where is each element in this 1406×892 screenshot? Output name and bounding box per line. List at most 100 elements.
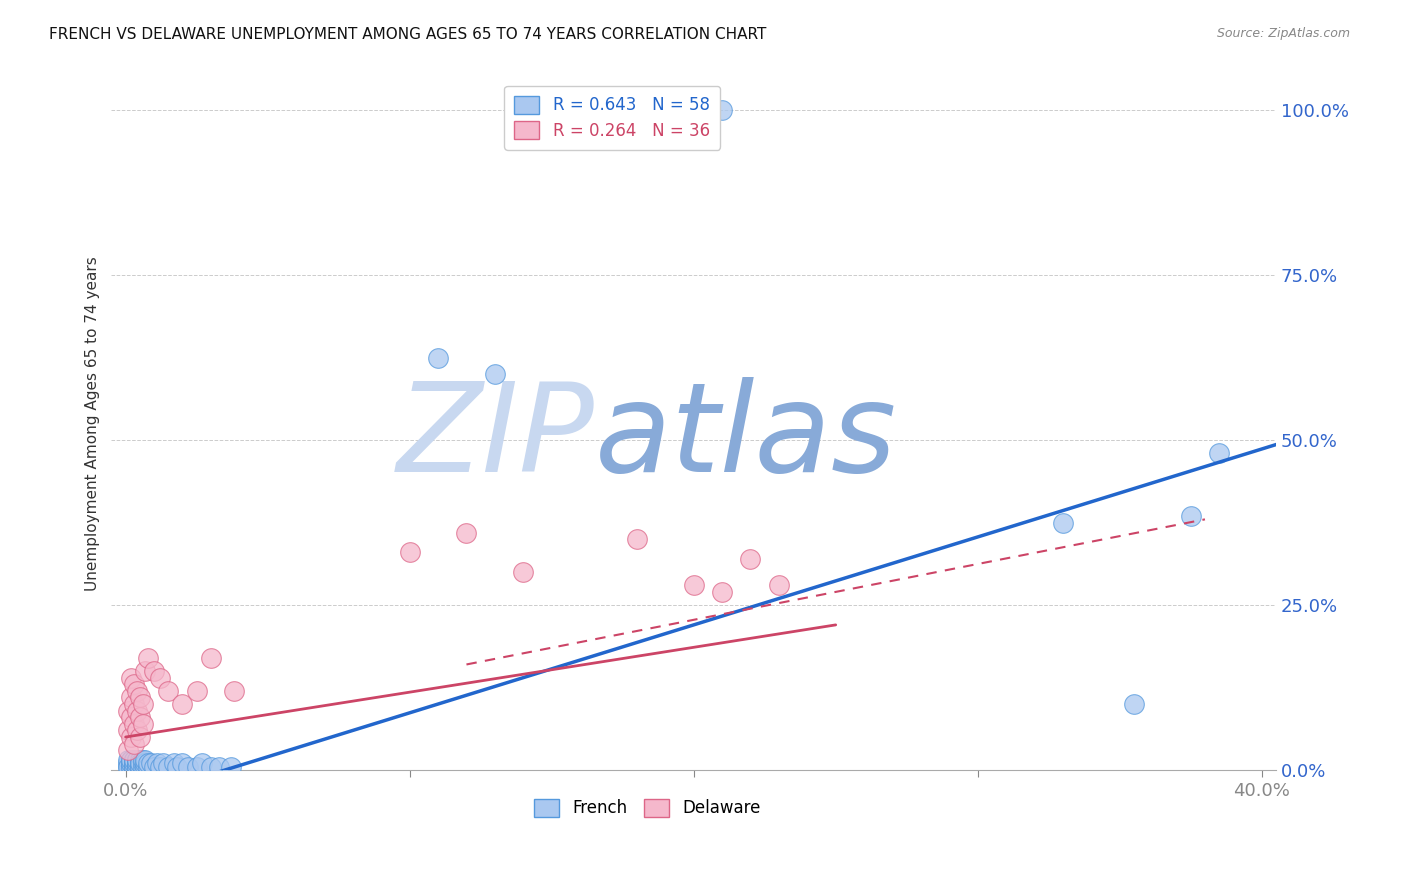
Text: ZIP: ZIP (396, 377, 595, 498)
Point (152, 756, 174, 771)
Point (131, 756, 153, 771)
Point (200, 760, 222, 774)
Point (122, 756, 145, 771)
Point (125, 760, 148, 774)
Text: Source: ZipAtlas.com: Source: ZipAtlas.com (1216, 27, 1350, 40)
Point (122, 716, 145, 731)
Point (208, 760, 231, 774)
Point (1208, 446, 1230, 460)
Point (117, 760, 139, 774)
Point (682, 578, 704, 592)
Point (131, 716, 153, 731)
Point (120, 756, 142, 771)
Point (222, 683, 245, 698)
Point (122, 677, 145, 691)
Point (120, 753, 142, 767)
Point (131, 760, 153, 774)
Point (128, 753, 150, 767)
Point (149, 671, 172, 685)
Legend: French, Delaware: French, Delaware (527, 792, 768, 824)
Point (125, 760, 148, 774)
Point (120, 760, 142, 774)
Point (134, 664, 156, 678)
Point (125, 756, 148, 771)
Point (1123, 697, 1146, 711)
Point (122, 760, 145, 774)
Point (117, 723, 139, 738)
Point (120, 671, 142, 685)
Point (172, 756, 194, 771)
Point (626, 103, 648, 118)
Point (166, 760, 188, 774)
Point (128, 690, 150, 705)
Point (200, 651, 222, 665)
Point (128, 730, 150, 744)
Point (128, 710, 150, 724)
Point (1052, 516, 1074, 530)
Point (125, 753, 148, 767)
Point (146, 756, 169, 771)
Point (512, 565, 534, 579)
Point (128, 760, 150, 774)
Point (117, 760, 139, 774)
Point (122, 697, 145, 711)
Point (128, 756, 150, 771)
Point (456, 525, 478, 540)
Point (120, 756, 142, 771)
Point (163, 756, 186, 771)
Point (117, 704, 139, 718)
Point (134, 760, 156, 774)
Text: FRENCH VS DELAWARE UNEMPLOYMENT AMONG AGES 65 TO 74 YEARS CORRELATION CHART: FRENCH VS DELAWARE UNEMPLOYMENT AMONG AG… (49, 27, 766, 42)
Point (626, 532, 648, 546)
Point (157, 760, 180, 774)
Point (122, 753, 145, 767)
Point (131, 697, 153, 711)
Point (125, 683, 148, 698)
Point (427, 351, 450, 365)
Point (128, 756, 150, 771)
Point (398, 545, 420, 559)
Point (134, 753, 156, 767)
Point (484, 368, 506, 382)
Point (138, 651, 160, 665)
Point (143, 664, 166, 678)
Point (120, 753, 142, 767)
Point (711, 103, 734, 118)
Point (122, 753, 145, 767)
Point (125, 704, 148, 718)
Point (157, 683, 180, 698)
Point (768, 578, 790, 592)
Point (125, 753, 148, 767)
Point (143, 760, 166, 774)
Point (134, 756, 156, 771)
Text: atlas: atlas (595, 377, 897, 498)
Point (149, 760, 172, 774)
Point (125, 756, 148, 771)
Point (128, 760, 150, 774)
Point (1180, 509, 1202, 524)
Point (125, 723, 148, 738)
Point (117, 756, 139, 771)
Point (120, 760, 142, 774)
Point (120, 730, 142, 744)
Point (117, 743, 139, 757)
Point (120, 710, 142, 724)
Point (122, 737, 145, 751)
Point (740, 552, 762, 566)
Point (711, 585, 734, 599)
Point (191, 756, 214, 771)
Point (131, 753, 153, 767)
Point (186, 760, 208, 774)
Point (186, 683, 208, 698)
Point (177, 760, 200, 774)
Point (219, 760, 242, 774)
Point (141, 756, 163, 771)
Point (122, 760, 145, 774)
Point (117, 753, 139, 767)
Point (172, 697, 194, 711)
Point (138, 760, 160, 774)
Y-axis label: Unemployment Among Ages 65 to 74 years: Unemployment Among Ages 65 to 74 years (86, 256, 100, 591)
Point (120, 690, 142, 705)
Point (122, 756, 145, 771)
Point (138, 756, 160, 771)
